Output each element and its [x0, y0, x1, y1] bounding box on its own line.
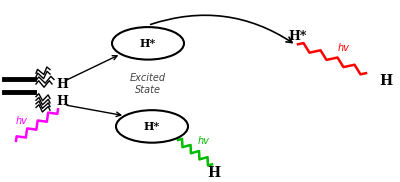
Text: H*: H*: [140, 38, 156, 49]
Text: H: H: [56, 78, 68, 91]
Circle shape: [112, 27, 184, 60]
Text: Excited
State: Excited State: [130, 73, 166, 95]
Text: H: H: [56, 95, 68, 108]
Text: H*: H*: [289, 30, 307, 43]
Text: H: H: [208, 166, 220, 180]
Circle shape: [116, 110, 188, 143]
Text: hv: hv: [16, 116, 28, 126]
Text: hv: hv: [338, 43, 350, 53]
Text: H*: H*: [144, 121, 160, 132]
Text: H: H: [380, 74, 392, 88]
Text: hv: hv: [198, 136, 210, 146]
